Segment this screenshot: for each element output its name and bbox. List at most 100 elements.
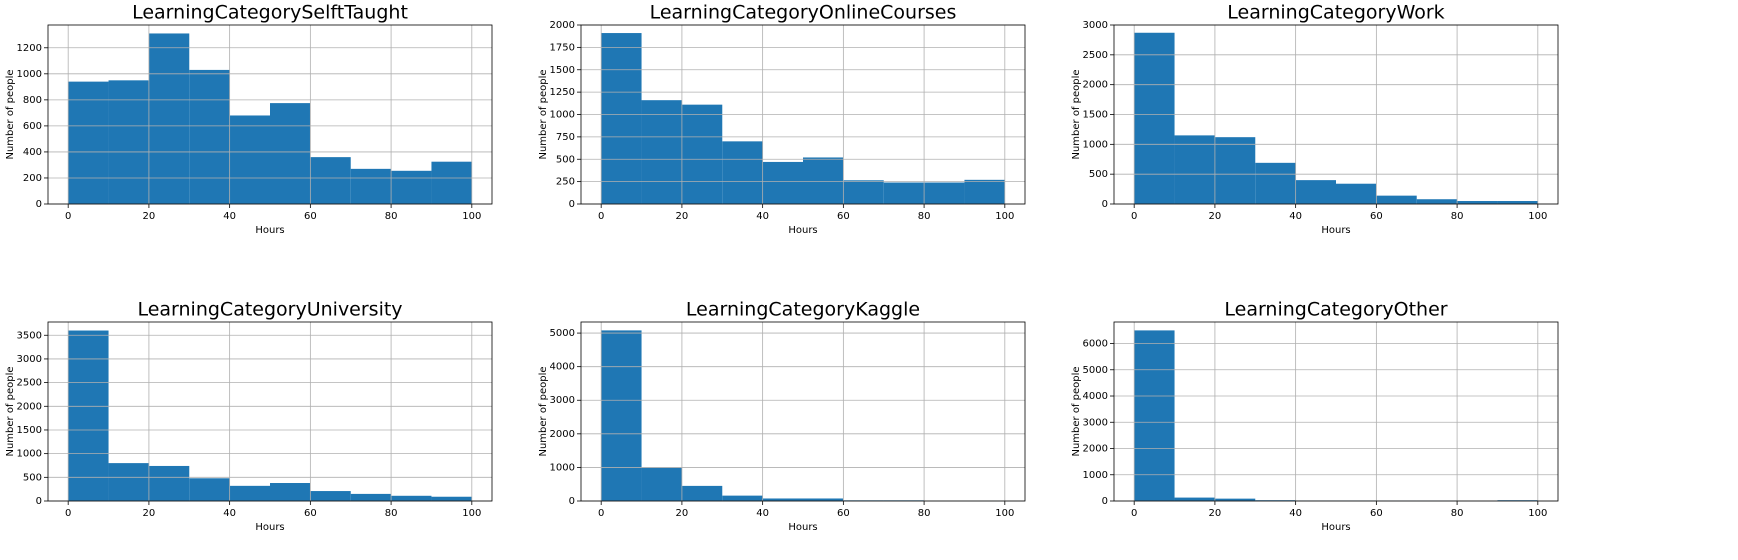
bar bbox=[681, 485, 723, 501]
y-tick-label: 2000 bbox=[550, 20, 575, 31]
x-tick-label: 100 bbox=[995, 211, 1014, 222]
bar bbox=[1457, 201, 1498, 204]
bar bbox=[431, 161, 472, 204]
bar bbox=[924, 182, 965, 204]
x-tick-label: 40 bbox=[756, 508, 769, 519]
y-tick-label: 3500 bbox=[17, 330, 42, 341]
bar bbox=[641, 100, 682, 204]
y-tick-label: 1000 bbox=[17, 69, 42, 80]
bar bbox=[68, 81, 109, 204]
y-tick-label: 200 bbox=[23, 173, 42, 184]
bar bbox=[310, 157, 351, 204]
y-tick-label: 500 bbox=[556, 154, 575, 165]
bar bbox=[108, 80, 149, 204]
y-axis-label: Number of people bbox=[538, 69, 549, 159]
x-tick-label: 0 bbox=[65, 211, 71, 222]
bar bbox=[1174, 135, 1215, 204]
y-tick-label: 1500 bbox=[17, 425, 42, 436]
bar bbox=[1497, 201, 1538, 204]
bar bbox=[1174, 497, 1215, 501]
x-tick-label: 80 bbox=[918, 211, 931, 222]
y-tick-label: 0 bbox=[569, 496, 575, 507]
x-tick-label: 0 bbox=[65, 508, 71, 519]
y-tick-label: 2500 bbox=[1083, 50, 1108, 61]
y-tick-label: 1000 bbox=[1083, 470, 1108, 481]
bar bbox=[350, 493, 392, 501]
bar bbox=[722, 495, 763, 501]
y-tick-label: 3000 bbox=[550, 395, 575, 406]
bar bbox=[1134, 330, 1175, 501]
chart-title: LearningCategoryOnlineCourses bbox=[650, 2, 957, 24]
axes-frame bbox=[580, 321, 1026, 502]
x-tick-label: 0 bbox=[598, 508, 604, 519]
bar bbox=[601, 330, 642, 501]
x-tick-label: 80 bbox=[918, 508, 931, 519]
x-axis-label: Hours bbox=[1321, 225, 1350, 236]
y-axis-label: Number of people bbox=[1071, 366, 1082, 456]
x-axis-label: Hours bbox=[255, 522, 284, 533]
bar bbox=[148, 465, 190, 501]
y-tick-label: 2000 bbox=[17, 401, 42, 412]
bar bbox=[762, 498, 803, 501]
x-tick-label: 60 bbox=[837, 211, 850, 222]
chart-title: LearningCategoryKaggle bbox=[686, 299, 920, 321]
x-tick-label: 80 bbox=[1451, 211, 1464, 222]
y-tick-label: 1000 bbox=[17, 449, 42, 460]
y-tick-label: 1000 bbox=[550, 110, 575, 121]
y-tick-label: 0 bbox=[1102, 496, 1108, 507]
subplot: 0 20 40 60 80 100020040060080010001200Learnin… bbox=[5, 2, 493, 236]
y-tick-label: 400 bbox=[23, 147, 42, 158]
y-tick-label: 500 bbox=[1089, 169, 1108, 180]
subplot: 0 20 40 60 80 1000500100015002000250030003500… bbox=[5, 299, 493, 533]
x-tick-label: 40 bbox=[223, 211, 236, 222]
x-tick-label: 20 bbox=[676, 508, 689, 519]
axes-frame bbox=[1113, 321, 1559, 502]
bar bbox=[68, 330, 109, 501]
x-tick-label: 60 bbox=[304, 508, 317, 519]
x-axis-label: Hours bbox=[788, 522, 817, 533]
subplot: 0 20 40 60 80 1000250500750100012501500175020… bbox=[538, 2, 1026, 236]
chart-title: LearningCategorySelftTaught bbox=[132, 2, 408, 24]
y-tick-label: 2000 bbox=[1083, 444, 1108, 455]
y-tick-label: 0 bbox=[36, 199, 42, 210]
y-axis-label: Number of people bbox=[1071, 69, 1082, 159]
x-tick-label: 60 bbox=[1370, 508, 1383, 519]
x-tick-label: 60 bbox=[304, 211, 317, 222]
x-tick-label: 20 bbox=[143, 211, 156, 222]
x-tick-label: 100 bbox=[995, 508, 1014, 519]
y-tick-label: 6000 bbox=[1083, 339, 1108, 350]
bar bbox=[350, 168, 392, 204]
bar bbox=[431, 496, 472, 501]
y-tick-label: 1250 bbox=[550, 87, 575, 98]
x-tick-label: 100 bbox=[1528, 211, 1547, 222]
x-tick-label: 0 bbox=[1131, 211, 1137, 222]
y-tick-label: 5000 bbox=[550, 328, 575, 339]
x-tick-label: 20 bbox=[1209, 211, 1222, 222]
y-tick-label: 4000 bbox=[1083, 391, 1108, 402]
y-tick-label: 250 bbox=[556, 177, 575, 188]
bar bbox=[803, 157, 844, 204]
bar bbox=[229, 115, 270, 204]
bar bbox=[189, 69, 230, 205]
bar bbox=[681, 104, 723, 204]
y-tick-label: 2000 bbox=[550, 429, 575, 440]
x-tick-label: 40 bbox=[1289, 508, 1302, 519]
bar bbox=[1214, 137, 1256, 204]
bar bbox=[391, 495, 432, 501]
y-tick-label: 3000 bbox=[17, 354, 42, 365]
y-tick-label: 2000 bbox=[1083, 80, 1108, 91]
x-tick-label: 20 bbox=[143, 508, 156, 519]
y-tick-label: 1000 bbox=[1083, 139, 1108, 150]
y-tick-label: 3000 bbox=[1083, 20, 1108, 31]
axes-frame bbox=[580, 24, 1026, 205]
chart-title: LearningCategoryUniversity bbox=[137, 299, 402, 321]
x-tick-label: 100 bbox=[1528, 508, 1547, 519]
bar bbox=[803, 498, 844, 501]
y-tick-label: 0 bbox=[1102, 199, 1108, 210]
x-tick-label: 0 bbox=[1131, 508, 1137, 519]
x-tick-label: 100 bbox=[462, 508, 481, 519]
bar bbox=[641, 467, 682, 501]
y-axis-label: Number of people bbox=[5, 69, 16, 159]
subplot: 0 20 40 60 80 1000100020003000400050006000Lea… bbox=[1071, 299, 1559, 533]
bar bbox=[391, 170, 432, 204]
